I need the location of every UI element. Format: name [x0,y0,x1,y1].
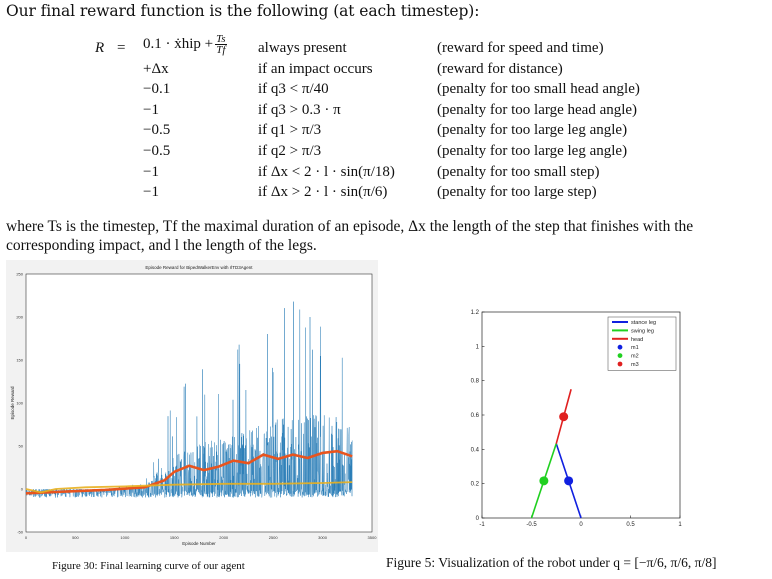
y-tick-label: 1 [476,344,480,350]
equation-row: −1 if Δx > 2 · l · sin(π/6) (penalty for t… [0,184,772,204]
equation-description: (reward for distance) [437,60,563,77]
y-tick-label: -50 [17,530,24,535]
episode-q0-line [25,481,353,494]
equation-description: (penalty for too large leg angle) [437,143,628,159]
figure-30-caption: Figure 30: Final learning curve of our a… [52,560,245,572]
x-tick-label: 0.5 [626,522,635,528]
x-tick-label: 2500 [269,535,279,540]
x-tick-label: 1000 [120,535,130,540]
intro-text: Our final reward function is the followi… [6,2,480,20]
equation-equals: = [117,40,126,56]
explanation-paragraph: where Ts is the timestep, Tf the maximal… [6,218,694,254]
equation-description: (penalty for too small head angle) [437,81,640,98]
legend-label: stance leg [631,320,656,326]
x-tick-label: 0 [25,535,28,540]
m1-marker [564,476,574,486]
x-tick-label: 2000 [219,535,229,540]
y-tick-label: 0.6 [471,413,480,419]
y-tick-label: 250 [16,272,23,277]
y-tick-label: 50 [19,444,24,449]
x-tick-label: -1 [479,522,485,528]
legend-label: m1 [631,345,639,351]
equation-condition: if q3 > 0.3 · π [258,101,341,118]
equation-description: (penalty for too small step) [437,163,600,180]
equation-term: −1 [143,101,159,118]
equation-description: (reward for speed and time) [437,40,604,56]
equation-row: +Δx if an impact occurs (reward for distan… [0,61,772,81]
x-tick-label: 1 [678,522,682,528]
equation-condition: always present [258,40,347,56]
legend-marker [617,353,623,358]
equation-term: −0.5 [143,122,171,139]
x-tick-label: 3500 [368,535,378,540]
legend-label: m2 [631,354,639,360]
learning-curve-chart: Episode Reward for BipedWalkerEnv with r… [6,260,378,552]
equation-term: 0.1 · ẋhip + Ts Tf [143,33,227,56]
y-tick-label: 1.2 [471,310,480,316]
equation-description: (penalty for too large head angle) [437,101,638,118]
legend-box [607,316,677,371]
x-tick-label: 0 [579,522,583,528]
legend-marker [617,344,623,350]
y-tick-label: 200 [16,315,23,320]
equation-row: −1 if Δx < 2 · l · sin(π/18) (penalty for … [0,164,772,184]
y-tick-label: 150 [16,358,23,363]
equation-condition: if q1 > π/3 [258,122,322,139]
y-tick-label: 0 [476,516,480,522]
legend-label: head [631,337,643,343]
legend-label: m3 [631,362,639,368]
y-axis-label: Episode Reward [10,386,15,420]
equation-row: −0.5 if q1 > π/3 (penalty for too large le… [0,122,772,142]
figure-5-caption: Figure 5: Visualization of the robot und… [386,555,717,570]
x-tick-label: 1500 [170,535,180,540]
y-tick-label: 0.8 [471,379,480,385]
equation-condition: if an impact occurs [258,60,373,77]
equation-condition: if q3 < π/40 [258,81,329,98]
equation-term: −0.1 [143,81,171,98]
x-axis-label: Episode Number [182,541,216,546]
y-tick-label: 0.4 [471,447,480,453]
chart-title: Episode Reward for BipedWalkerEnv with r… [145,265,253,270]
equation-condition: if q2 > π/3 [258,143,322,159]
robot-visualization-chart: -1 -0.5 0 0.5 1 0 0.2 0.4 0.6 0.8 1 1.2 stance leg sw… [471,310,683,528]
legend-marker [617,361,623,367]
equation-term: +Δx [143,60,169,77]
y-tick-label: 0.2 [471,482,480,488]
equation-condition: if Δx > 2 · l · sin(π/6) [258,184,388,201]
equation-description: (penalty for too large step) [437,184,597,201]
figure-5: -1 -0.5 0 0.5 1 0 0.2 0.4 0.6 0.8 1 1.2 stance leg sw… [458,300,688,536]
m3-marker [559,412,569,422]
x-tick-label: 500 [72,535,79,540]
legend-label: swing leg [631,328,654,334]
x-tick-label: 3000 [318,535,328,540]
figure-30: Episode Reward for BipedWalkerEnv with r… [6,260,378,552]
equation-description: (penalty for too large leg angle) [437,122,628,139]
average-reward-line [25,449,353,495]
equation-term: −0.5 [143,143,171,159]
equation-lhs: R [95,40,105,56]
y-tick-label: 0 [21,487,24,492]
x-tick-label: -0.5 [526,522,537,528]
episode-reward-line [25,301,353,499]
equation-row: R = 0.1 · ẋhip + Ts Tf always present (reward … [0,34,772,60]
m2-marker [539,476,549,486]
equation-condition: if Δx < 2 · l · sin(π/18) [258,163,395,180]
y-tick-label: 100 [16,401,23,406]
equation-term: −1 [143,163,159,180]
equation-row: −0.5 if q2 > π/3 (penalty for too large le… [0,143,772,163]
equation-row: −1 if q3 > 0.3 · π (penalty for too large … [0,102,772,122]
equation-term: −1 [143,184,159,201]
equation-row: −0.1 if q3 < π/40 (penalty for too small h… [0,81,772,101]
